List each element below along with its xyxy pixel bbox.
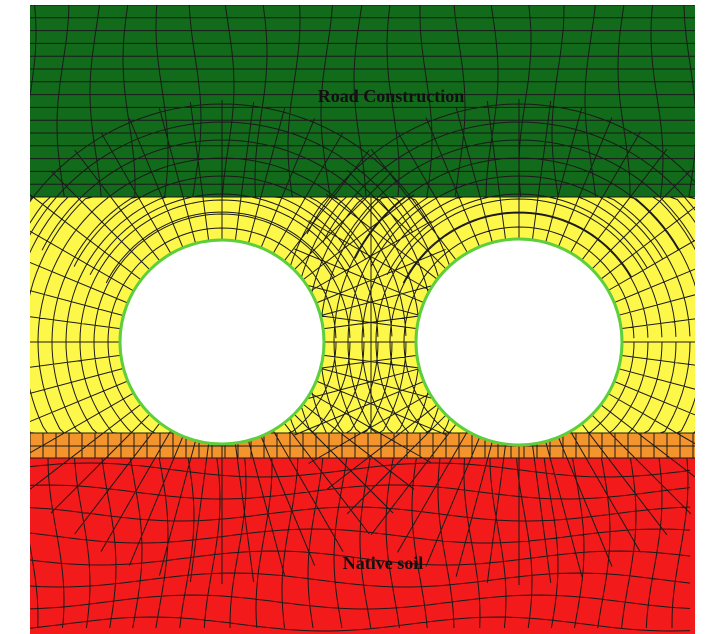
pipe-left: [120, 240, 324, 444]
road-label: Road Construction: [318, 86, 465, 106]
soil-label: Native soil: [343, 553, 424, 573]
native-soil-layer: [30, 458, 695, 634]
pipe-right: [416, 239, 622, 445]
page: Road Construction Native soil (() => { c…: [0, 0, 707, 634]
mesh-diagram: Road Construction Native soil: [0, 0, 707, 634]
